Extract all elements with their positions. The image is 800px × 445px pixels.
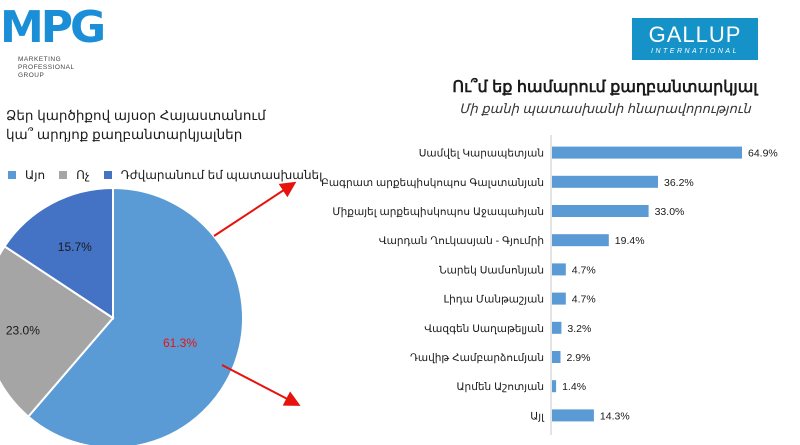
bar: [552, 175, 658, 188]
bar-title: Ու՞մ եք համարում քաղբանտարկյալ: [452, 79, 758, 96]
legend-label-unsure: Դժվարանում եմ պատասխանել: [120, 168, 323, 182]
bar-chart: Սամվել Կարապետյան 64.9% Բագրատ արքեպիսկոպո…: [321, 135, 778, 435]
pie-value-label: 15.7%: [58, 240, 92, 254]
mpg-sub-line: PROFESSIONAL: [18, 64, 75, 71]
bar-category-label: Միքայել արքեպիսկոպոս Աջապահյան: [332, 206, 544, 218]
pie-slice: [26, 186, 244, 445]
bar-subtitle: Մի քանի պատասխանի հնարավորություն: [459, 101, 751, 116]
bar-value-label: 64.9%: [748, 148, 778, 160]
bar: [552, 380, 557, 393]
legend-swatch-yes: [8, 171, 16, 179]
gallup-logo: GALLUP INTERNATIONAL: [632, 18, 758, 60]
bar-category-label: Լիդա Մանթաշյան: [443, 294, 544, 306]
bar-category-label: Նարեկ Սամսոնյան: [439, 264, 544, 276]
mpg-sub-line: GROUP: [18, 72, 45, 79]
legend-label-no: Ոչ: [76, 168, 90, 182]
arrow-up: [213, 181, 297, 237]
bar-value-label: 4.7%: [572, 264, 596, 276]
pie-chart: 61.3% 23.0% 15.7%: [0, 186, 244, 445]
pie-value-label: 61.3%: [163, 336, 197, 350]
legend-swatch-unsure: [103, 171, 112, 179]
bar: [552, 351, 561, 363]
bar-category-label: Վարդան Ղուկասյան - Գյումրի: [379, 235, 545, 247]
bar-chart-heading: Ու՞մ եք համարում քաղբանտարկյալ Մի քանի պ…: [440, 77, 770, 117]
bar-value-label: 36.2%: [664, 177, 694, 189]
mpg-logo-subtitle: MARKETING PROFESSIONAL GROUP: [18, 56, 75, 80]
bar: [552, 205, 649, 217]
bar: [552, 263, 566, 276]
arrow-down: [221, 364, 301, 406]
pie-legend: Այո Ոչ Դժվարանում եմ պատասխանել: [0, 168, 322, 182]
bar-value-label: 33.0%: [655, 206, 685, 218]
bar: [552, 409, 594, 422]
bar-value-label: 1.4%: [562, 381, 586, 393]
pie-value-label: 23.0%: [6, 324, 40, 338]
bar: [552, 292, 566, 305]
bar-value-label: 14.3%: [600, 410, 630, 422]
bar-value-label: 19.4%: [615, 235, 645, 247]
bar-value-label: 4.7%: [572, 294, 596, 306]
bar: [552, 146, 742, 159]
pie-slice: [3, 186, 114, 320]
bar-category-label: Դավիթ Համբարձումյան: [410, 352, 544, 364]
pie-title: Ձեր կարծիքով այսօր Հայաստանում կա՞ արդյո…: [6, 108, 266, 142]
pie-slice: [0, 244, 115, 419]
mpg-logo: MPG: [0, 2, 106, 53]
bar-category-label: Արմեն Աշոտյան: [457, 381, 544, 393]
gallup-logo-word: GALLUP: [648, 22, 742, 47]
bar-value-label: 2.9%: [567, 352, 591, 364]
bar-category-label: Բագրատ արքեպիսկոպոս Գալստանյան: [321, 177, 544, 189]
bar-category-label: Վազգեն Սաղաթելյան: [424, 323, 544, 335]
bar-category-label: Այլ: [530, 410, 545, 422]
gallup-logo-sub: INTERNATIONAL: [651, 48, 739, 55]
arrows: [213, 181, 301, 406]
bar-value-label: 3.2%: [567, 323, 591, 335]
mpg-sub-line: MARKETING: [18, 56, 62, 63]
legend-swatch-no: [59, 171, 68, 179]
bar: [552, 321, 562, 334]
bar: [552, 234, 609, 247]
legend-label-yes: Այո: [25, 168, 46, 182]
bar-category-label: Սամվել Կարապետյան: [419, 148, 544, 160]
